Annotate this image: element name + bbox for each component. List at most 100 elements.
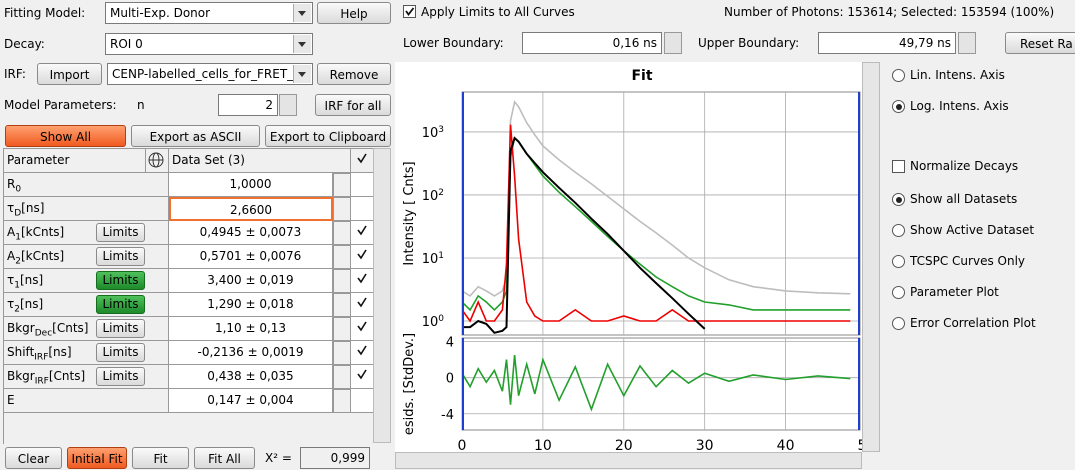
spinner[interactable] [333, 269, 351, 293]
exponent: 3 [438, 125, 444, 135]
fit-check[interactable] [351, 317, 374, 341]
fit-check[interactable] [351, 389, 374, 413]
parameter-value[interactable]: 0,438 ± 0,035 [169, 365, 333, 389]
fit-check[interactable] [351, 221, 374, 245]
parameter-name: R0 [4, 173, 169, 197]
fit-check[interactable] [351, 245, 374, 269]
x-tick-label: 40 [777, 438, 795, 452]
series-line [462, 100, 851, 297]
spinner[interactable] [333, 173, 351, 197]
x-tick-label: 30 [696, 438, 714, 452]
limits-button[interactable]: Limits [96, 295, 145, 314]
input[interactable]: 0,16 ns [522, 32, 662, 54]
parameter-value[interactable]: 0,4945 ± 0,0073 [169, 221, 333, 245]
spinner[interactable] [333, 245, 351, 269]
radio[interactable] [892, 69, 905, 82]
fit-check[interactable] [351, 197, 374, 221]
x-tick-label: 20 [615, 438, 633, 452]
parameter-value[interactable]: 0,147 ± 0,004 [169, 389, 333, 413]
spinner[interactable] [333, 221, 351, 245]
limits-button[interactable]: Limits [96, 319, 145, 338]
scrollbar[interactable] [395, 452, 862, 469]
spinner[interactable] [333, 365, 351, 389]
dropdown[interactable]: ROI 0 [105, 33, 313, 55]
name: A [7, 225, 16, 239]
parameter-value[interactable]: 2,6600 [169, 197, 333, 221]
fit-check[interactable] [351, 365, 374, 389]
spinner[interactable] [333, 317, 351, 341]
x-tick-label: 10 [534, 438, 552, 452]
spinner[interactable] [333, 389, 351, 413]
y-tick-label: 102 [422, 188, 444, 204]
parameter-value[interactable]: 1,290 ± 0,018 [169, 293, 333, 317]
radio[interactable] [892, 100, 905, 113]
series-line [462, 136, 706, 334]
limits-button[interactable]: Limits [96, 223, 145, 242]
unit: [kCnts] [20, 249, 65, 263]
parameter-value[interactable]: 1,0000 [169, 173, 333, 197]
button[interactable]: Show All [5, 125, 126, 147]
button[interactable]: Reset Ra [1005, 32, 1075, 54]
button[interactable]: Help [317, 2, 391, 24]
plot-frame [461, 91, 861, 336]
y-tick-label: 100 [422, 314, 445, 330]
scrollbar[interactable] [373, 148, 391, 443]
dropdown-value: ROI 0 [110, 37, 143, 51]
limits-button[interactable]: Limits [96, 343, 145, 362]
fit-check[interactable] [351, 341, 374, 365]
radio[interactable] [892, 286, 905, 299]
limits-button[interactable]: Limits [96, 367, 145, 386]
dropdown[interactable]: CENP-labelled_cells_for_FRET_ [107, 63, 313, 85]
button[interactable]: Fit [132, 447, 189, 469]
plot-frame [461, 337, 861, 431]
button[interactable]: Fit All [194, 447, 255, 469]
limits-button[interactable]: Limits [96, 271, 145, 290]
button[interactable]: IRF for all [315, 94, 391, 116]
label: Model Parameters: [4, 98, 117, 112]
radio[interactable] [892, 224, 905, 237]
unit: [ns] [48, 345, 72, 359]
option-label: Normalize Decays [910, 159, 1019, 173]
button[interactable]: Import [37, 63, 102, 85]
scrollbar[interactable] [862, 62, 880, 452]
button[interactable]: Remove [317, 63, 391, 85]
fit-check[interactable] [351, 269, 374, 293]
fit-check[interactable] [351, 293, 374, 317]
radio[interactable] [892, 255, 905, 268]
spinner[interactable] [664, 32, 682, 54]
spinner[interactable] [333, 293, 351, 317]
checkbox[interactable] [892, 160, 905, 173]
base: 10 [422, 315, 439, 330]
spinner[interactable] [958, 32, 976, 54]
name: τ [7, 201, 15, 215]
button[interactable]: Export as ASCII [131, 125, 260, 147]
input[interactable]: 49,79 ns [818, 32, 956, 54]
parameter-value[interactable]: 0,5701 ± 0,0076 [169, 245, 333, 269]
subscript: IRF [34, 376, 49, 387]
radio[interactable] [892, 317, 905, 330]
name: R [7, 177, 16, 191]
parameter-value[interactable]: 3,400 ± 0,019 [169, 269, 333, 293]
globe-icon[interactable] [146, 149, 169, 173]
button[interactable]: Initial Fit [67, 447, 127, 469]
unit: [ns] [21, 201, 45, 215]
unit: [Cnts] [52, 321, 89, 335]
fit-check[interactable] [351, 173, 374, 197]
spinner[interactable] [333, 341, 351, 365]
spinner[interactable] [279, 94, 297, 116]
parameter-name: A1[kCnts] [4, 221, 169, 245]
input[interactable]: 2 [218, 94, 278, 116]
checkbox[interactable] [403, 5, 416, 18]
radio[interactable] [892, 193, 905, 206]
button[interactable]: Export to Clipboard [265, 125, 391, 147]
x-tick-label: 5 [857, 438, 862, 452]
button[interactable]: Clear [5, 447, 62, 469]
option-label: TCSPC Curves Only [910, 254, 1026, 268]
spinner[interactable] [333, 197, 351, 221]
limits-button[interactable]: Limits [96, 247, 145, 266]
dropdown[interactable]: Multi-Exp. Donor [105, 2, 313, 24]
parameter-value[interactable]: -0,2136 ± 0,0019 [169, 341, 333, 365]
name: τ [7, 297, 15, 311]
parameter-value[interactable]: 1,10 ± 0,13 [169, 317, 333, 341]
photon-count: Number of Photons: 153614; Selected: 153… [724, 5, 1055, 19]
